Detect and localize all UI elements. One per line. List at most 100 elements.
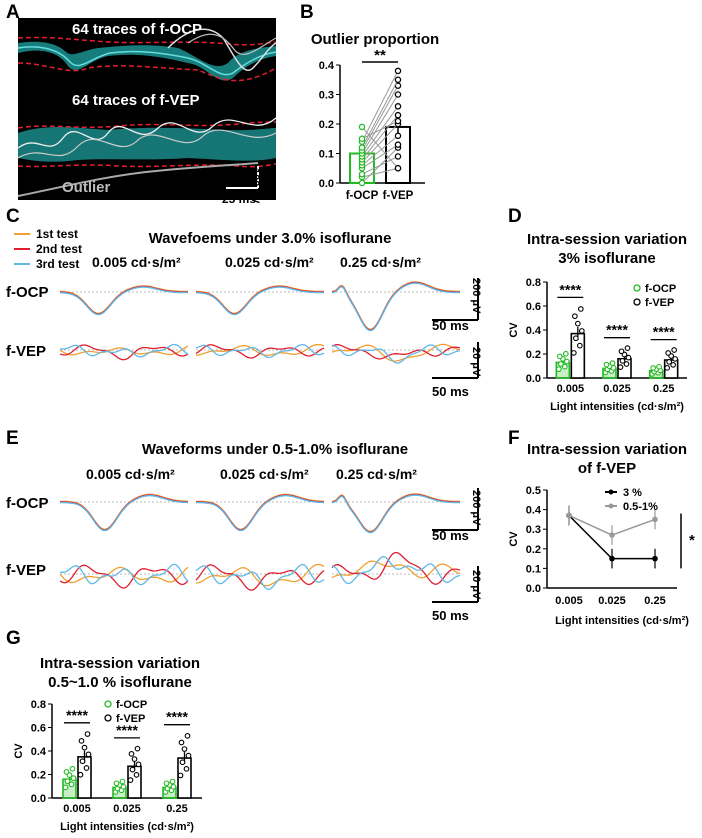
data-point <box>624 345 631 351</box>
f-point <box>609 555 615 562</box>
f-sig-star: * <box>689 532 695 549</box>
data-point <box>84 731 91 737</box>
legend-label-3rd: 3rd test <box>36 257 80 271</box>
panel-f-label: F <box>508 428 520 449</box>
f-point <box>566 512 572 519</box>
b-pair-line <box>361 85 399 151</box>
vep-trace <box>331 551 461 585</box>
data-point <box>133 771 140 778</box>
data-point <box>671 347 678 353</box>
data-point <box>70 775 77 781</box>
data-point <box>572 335 579 342</box>
data-point <box>69 765 76 772</box>
data-point <box>179 759 186 766</box>
data-point <box>656 363 663 370</box>
ocp-trace <box>331 493 461 533</box>
legend-label-2nd: 2nd test <box>36 242 83 256</box>
data-point <box>555 366 562 373</box>
f-x-axis-label: Light intensities (cd·s/m²) <box>555 615 689 627</box>
xtick-label: 0.025 <box>113 803 141 815</box>
f-xtick-label: 0.025 <box>598 595 626 607</box>
panel-e-scale-amp1: 200 μV <box>470 490 482 526</box>
data-point <box>77 771 84 778</box>
data-point <box>577 306 584 312</box>
panel-e-waveforms <box>60 488 479 603</box>
panel-f-title-2: of f-VEP <box>577 460 637 477</box>
vep-trace <box>331 344 461 360</box>
b-pair-line <box>361 94 399 154</box>
data-point <box>78 737 85 744</box>
legend-marker <box>633 284 641 292</box>
b-ytick-label: 0.1 <box>319 149 334 161</box>
xtick-label: 0.25 <box>166 803 187 815</box>
data-point <box>81 744 88 751</box>
b-pair-line <box>361 120 399 140</box>
b-point-vep <box>394 117 402 125</box>
data-point <box>64 778 71 785</box>
b-pair-line <box>361 156 399 175</box>
data-point <box>561 363 568 370</box>
panel-g-title-1: Intra-session variation <box>39 655 201 672</box>
panel-e-label: E <box>6 428 19 449</box>
panel-d-title-2: 3% isoflurane <box>558 250 656 267</box>
ocp-trace <box>60 285 188 315</box>
b-point-ocp <box>358 170 366 178</box>
panel-e-row-vep: f-VEP <box>6 562 47 579</box>
panel-g-title-2: 0.5~1.0 % isoflurane <box>48 674 192 691</box>
y-axis-label: CV <box>13 743 25 759</box>
f-point <box>652 555 658 562</box>
b-ytick-label: 0.0 <box>319 178 334 190</box>
b-point-vep <box>394 91 402 98</box>
panel-c-label: C <box>6 206 20 227</box>
data-point <box>670 362 677 368</box>
panel-b-title: Outlier proportion <box>310 31 440 48</box>
xtick-label: 0.25 <box>653 383 674 395</box>
data-point <box>617 364 624 371</box>
panel-e-scale-time1: 50 ms <box>432 528 469 543</box>
f-xtick-label: 0.005 <box>555 595 583 607</box>
ytick-label: 0.0 <box>31 793 46 805</box>
data-point <box>63 769 70 775</box>
panel-e-row-ocp: f-OCP <box>6 495 49 512</box>
ocp-trace <box>331 494 461 534</box>
b-xtick-label: f-VEP <box>383 190 414 202</box>
b-sig-stars: ** <box>374 48 386 64</box>
b-point-vep <box>394 153 402 160</box>
b-point-ocp <box>358 144 366 151</box>
b-ytick-label: 0.3 <box>319 90 334 102</box>
panel-e-intensity-1: 0.005 cd·s/m² <box>86 466 175 482</box>
xtick-label: 0.005 <box>557 383 585 395</box>
panel-a-ocp-title: 64 traces of f-OCP <box>72 21 203 38</box>
f-legend-label: 3 % <box>623 487 642 499</box>
f-legend-label: 0.5-1% <box>623 501 658 513</box>
panel-f-chart: 0.0 0.1 0.2 0.3 0.4 0.5 CV 3 % 0.5-1% 0.005 0.025 0… <box>508 485 695 627</box>
panel-d-chart: 0.0 0.2 0.4 0.6 0.8 CV **** 0.005 **** 0.025 **** 0… <box>508 277 687 413</box>
data-point <box>62 784 69 791</box>
b-pair-line <box>361 167 399 178</box>
f-ytick-label: 0.4 <box>526 505 542 517</box>
f-ytick-label: 0.2 <box>526 544 541 556</box>
data-point <box>79 758 86 765</box>
data-point <box>131 756 138 762</box>
panel-b-label: B <box>300 2 314 23</box>
panel-d-label: D <box>508 206 522 227</box>
vep-trace <box>195 564 325 591</box>
vep-trace <box>331 344 461 364</box>
legend-swatch-2nd <box>14 248 30 250</box>
data-point <box>603 361 610 368</box>
panel-a-outlier-label: Outlier <box>62 179 111 196</box>
data-point <box>672 356 679 362</box>
ytick-label: 0.6 <box>31 723 46 735</box>
b-point-ocp <box>358 179 366 187</box>
b-point-vep <box>394 132 402 140</box>
legend-label: f-OCP <box>116 699 147 711</box>
ocp-trace <box>331 282 461 332</box>
ocp-trace <box>196 494 325 532</box>
panel-c-scale-time2: 50 ms <box>432 384 469 399</box>
legend-label: f-VEP <box>645 297 674 309</box>
legend-label: f-VEP <box>116 713 145 725</box>
b-point-ocp <box>358 123 366 131</box>
panel-c-intensity-3: 0.25 cd·s/m² <box>340 254 421 270</box>
data-point <box>618 348 625 355</box>
panel-g-label: G <box>6 628 21 649</box>
